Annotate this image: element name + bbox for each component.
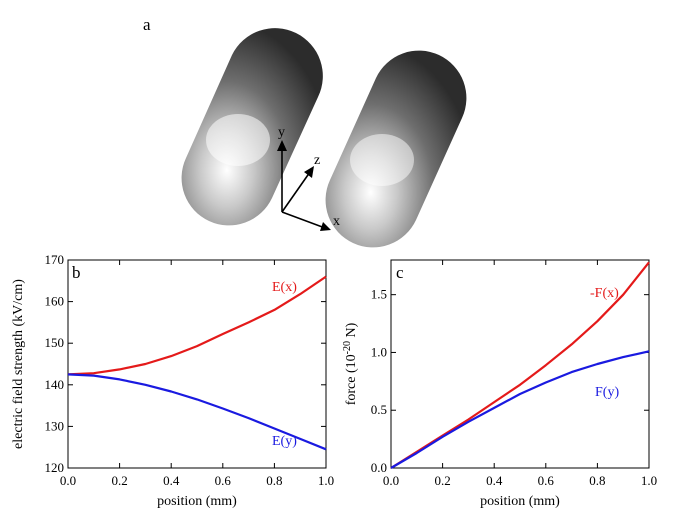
chart-b: b 0.0 0.2 0.4 0.6 0.8 1.0 120 130 140 150 160 170 p… bbox=[11, 252, 334, 509]
y-tick-label: 1.0 bbox=[371, 344, 387, 359]
x-axis-label-c: position (mm) bbox=[480, 494, 560, 509]
x-tick-label: 0.8 bbox=[589, 473, 605, 488]
y-tick-label: 130 bbox=[45, 418, 65, 433]
y-tick-label: 140 bbox=[45, 377, 65, 392]
y-axis-label-c: force (10-20 N) bbox=[342, 322, 359, 405]
y-tick-label: 150 bbox=[45, 335, 65, 350]
y-tick-label: 120 bbox=[45, 460, 65, 475]
x-axis-label-b: position (mm) bbox=[157, 494, 237, 509]
x-tick-label: 0.4 bbox=[486, 473, 503, 488]
panel-label-c: c bbox=[396, 263, 404, 282]
x-tick-label: 0.0 bbox=[60, 473, 76, 488]
plot-frame-b bbox=[67, 259, 327, 469]
axis-label-z: z bbox=[314, 153, 320, 168]
legend-label-E-y: E(y) bbox=[272, 434, 297, 449]
plot-frame-c bbox=[390, 259, 650, 469]
axis-triad: y x z bbox=[277, 125, 340, 231]
x-tick-label: 0.2 bbox=[434, 473, 450, 488]
series-line-1 bbox=[67, 275, 327, 376]
x-tick-label: 1.0 bbox=[641, 473, 657, 488]
x-tick-label: 0.8 bbox=[266, 473, 282, 488]
panel-label-b: b bbox=[72, 263, 81, 282]
x-tick-label: 0.6 bbox=[215, 473, 232, 488]
y-tick-label: 0.5 bbox=[371, 402, 387, 417]
x-tick-label: 1.0 bbox=[318, 473, 334, 488]
y-tick-label: 0.0 bbox=[371, 460, 387, 475]
panel-label-a: a bbox=[143, 15, 151, 34]
y-tick-label: 160 bbox=[45, 294, 65, 309]
left-capsule bbox=[181, 28, 323, 226]
x-tick-label: 0.6 bbox=[538, 473, 555, 488]
x-tick-label: 0.0 bbox=[383, 473, 399, 488]
legend-label-F-y: F(y) bbox=[595, 385, 619, 400]
series-line-2 bbox=[67, 373, 327, 451]
y-tick-label: 1.5 bbox=[371, 287, 387, 302]
series-line-2 bbox=[390, 350, 650, 469]
x-tick-label: 0.2 bbox=[111, 473, 127, 488]
y-axis-label-b: electric field strength (kV/cm) bbox=[11, 279, 26, 449]
right-capsule bbox=[325, 50, 467, 248]
capsule-illustration: a y x z bbox=[143, 15, 467, 248]
legend-label-neg-F-x: -F(x) bbox=[590, 286, 619, 301]
axis-label-y: y bbox=[278, 125, 285, 140]
axis-label-x: x bbox=[333, 214, 340, 229]
legend-label-E-x: E(x) bbox=[272, 280, 297, 295]
x-tick-label: 0.4 bbox=[163, 473, 180, 488]
chart-c: c 0.0 0.2 0.4 0.6 0.8 1.0 0.0 0.5 1.0 1.5 positio… bbox=[342, 259, 657, 509]
y-tick-label: 170 bbox=[45, 252, 65, 267]
